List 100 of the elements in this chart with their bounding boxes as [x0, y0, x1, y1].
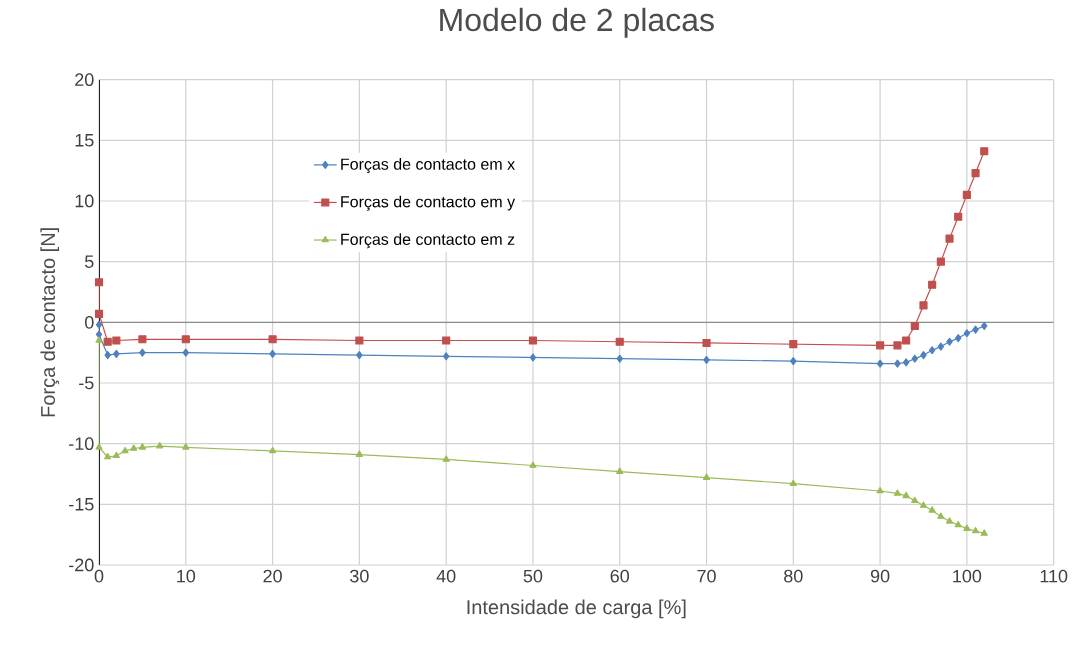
point: [955, 334, 962, 343]
x-tick-label: 80: [784, 569, 803, 583]
point: [945, 517, 954, 524]
point: [928, 346, 936, 355]
legend-label: Forças de contacto em x: [341, 158, 515, 174]
x-tick-label: 90: [870, 569, 890, 583]
point: [182, 348, 189, 357]
point: [902, 358, 910, 367]
point: [936, 257, 945, 266]
point: [790, 357, 797, 366]
y-tick-label: 20: [75, 73, 94, 87]
y-tick-label: -20: [69, 558, 94, 572]
point: [616, 467, 624, 474]
point: [442, 455, 450, 462]
point: [920, 351, 927, 360]
point: [946, 337, 953, 346]
point: [893, 489, 902, 496]
point: [945, 234, 954, 243]
point: [972, 325, 979, 334]
point: [703, 355, 710, 364]
point: [616, 354, 623, 363]
x-tick-label: 20: [263, 569, 282, 583]
point: [355, 450, 363, 457]
point: [789, 479, 797, 487]
y-tick-label: -5: [79, 376, 94, 390]
point: [181, 335, 190, 344]
y-tick-label: -15: [69, 498, 94, 511]
point: [902, 491, 910, 499]
point: [113, 349, 120, 358]
point: [269, 349, 276, 358]
point: [95, 330, 103, 339]
point: [893, 341, 902, 350]
point: [980, 147, 989, 156]
y-tick-label: -10: [69, 437, 94, 451]
x-tick-label: 100: [953, 569, 982, 583]
chart-title: Modelo de 2 placas: [440, 7, 714, 38]
point: [928, 506, 936, 513]
point: [95, 320, 103, 329]
x-tick-label: 70: [697, 569, 716, 583]
point: [876, 359, 884, 368]
point: [911, 496, 919, 504]
x-tick-label: 10: [177, 569, 196, 583]
point: [356, 351, 363, 360]
point: [103, 337, 112, 346]
point: [104, 452, 112, 460]
point: [971, 526, 980, 534]
point: [442, 336, 451, 345]
point: [876, 486, 884, 494]
point: [130, 444, 138, 451]
point: [876, 341, 885, 350]
point: [529, 461, 537, 468]
point: [94, 309, 104, 318]
legend-label: Forças de contacto em z: [341, 233, 515, 249]
point: [963, 329, 971, 338]
point: [94, 278, 104, 287]
y-axis-title: Força de contacto [N]: [40, 228, 60, 417]
point: [971, 169, 980, 178]
x-tick-label: 50: [523, 569, 543, 583]
point: [268, 446, 277, 454]
point: [962, 190, 971, 199]
point: [702, 338, 711, 348]
point: [702, 473, 711, 480]
point: [919, 301, 928, 310]
x-tick-label: 110: [1040, 569, 1068, 583]
point: [789, 340, 798, 349]
point: [442, 352, 450, 361]
point: [529, 353, 537, 362]
point: [937, 342, 945, 351]
point: [910, 321, 919, 331]
x-tick-label: 30: [350, 569, 369, 583]
point: [182, 443, 190, 450]
point: [156, 442, 164, 449]
y-tick-label: 10: [75, 194, 94, 208]
point: [980, 529, 988, 536]
y-tick-label: 15: [75, 134, 94, 147]
point: [112, 336, 121, 345]
point: [911, 354, 919, 363]
y-tick-label: 5: [85, 255, 94, 268]
point: [268, 335, 277, 344]
point: [954, 212, 963, 221]
point: [928, 280, 937, 289]
point: [615, 337, 624, 346]
point: [902, 336, 911, 345]
point: [919, 501, 928, 508]
point: [963, 524, 971, 531]
point: [139, 348, 146, 357]
point: [528, 336, 538, 345]
point: [138, 335, 147, 344]
point: [981, 321, 988, 331]
point: [95, 443, 103, 450]
x-tick-label: 60: [610, 569, 630, 583]
point: [894, 359, 901, 368]
point: [95, 336, 103, 343]
point: [104, 351, 111, 360]
point: [954, 520, 962, 528]
x-tick-label: 0: [94, 569, 104, 583]
point: [937, 512, 945, 519]
point: [355, 336, 364, 345]
point: [121, 446, 129, 454]
legend-label: Forças de contacto em y: [341, 195, 516, 211]
